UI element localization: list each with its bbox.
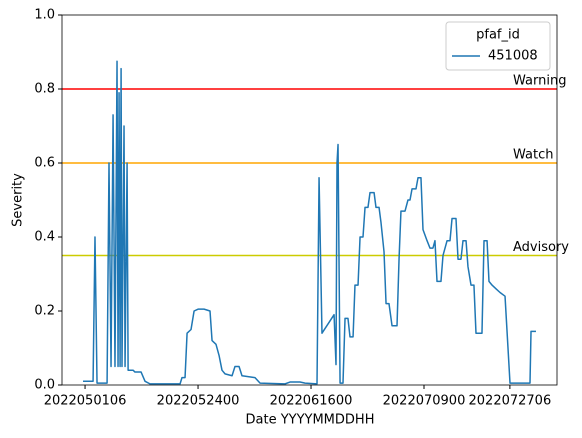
legend-box — [445, 21, 551, 71]
y-tick-label: 0.6 — [34, 156, 55, 171]
x-tick-label: 2022072706 — [469, 394, 552, 409]
threshold-label: Warning — [513, 74, 566, 89]
x-tick-label: 2022052400 — [157, 394, 240, 409]
x-tick-label: 2022070900 — [383, 394, 466, 409]
threshold-label: Watch — [513, 148, 553, 163]
x-tick-label: 2022061600 — [270, 394, 353, 409]
y-tick-label: 0.4 — [34, 230, 55, 245]
y-tick-label: 0.8 — [34, 82, 55, 97]
legend-label: 451008 — [488, 49, 538, 64]
x-tick-label: 2022050106 — [44, 394, 127, 409]
y-tick-label: 0.2 — [34, 304, 55, 319]
y-axis-label: Severity — [11, 173, 26, 227]
legend-title: pfaf_id — [476, 28, 520, 43]
y-tick-label: 0.0 — [34, 378, 55, 393]
threshold-label: Advisory — [513, 240, 569, 255]
x-axis-label: Date YYYYMMDDHH — [246, 413, 375, 428]
plot-frame — [61, 14, 558, 386]
series-line — [83, 60, 536, 385]
y-tick-label: 1.0 — [34, 8, 55, 23]
